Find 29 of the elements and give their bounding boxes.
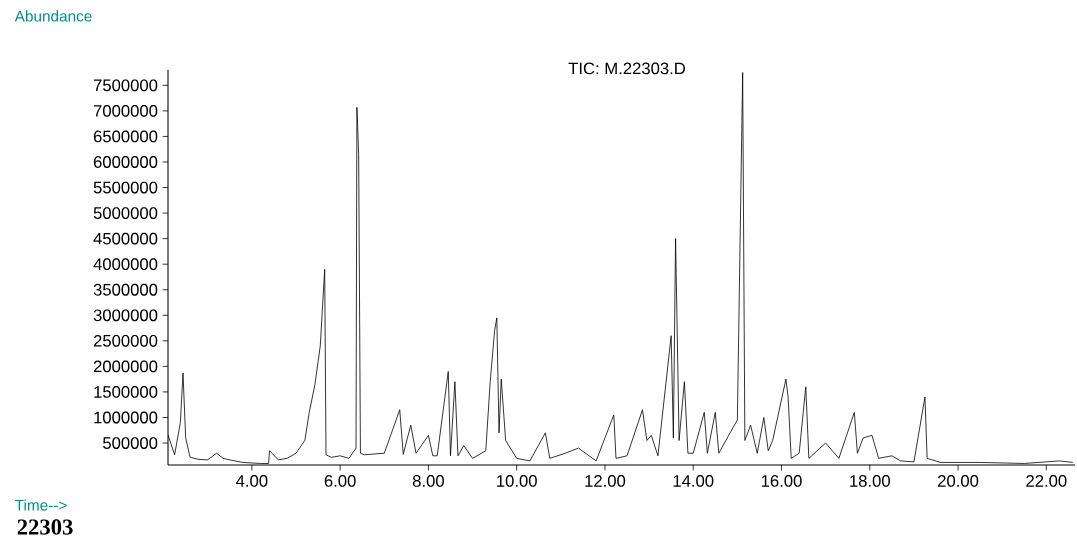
x-tick-label: 20.00 <box>938 475 979 487</box>
x-tick-label: 8.00 <box>412 475 444 487</box>
x-tick-label: 16.00 <box>761 475 802 487</box>
y-tick-label: 3500000 <box>93 283 158 296</box>
y-tick-label: 6500000 <box>93 130 158 143</box>
y-tick-label: 1500000 <box>94 386 158 398</box>
x-tick-label: 14.00 <box>673 475 714 487</box>
y-tick-label: 500000 <box>103 437 158 449</box>
x-tick-label: 4.00 <box>236 475 268 487</box>
x-tick-label: 6.00 <box>324 475 356 487</box>
chart-title: TIC: M.22303.D <box>568 62 685 75</box>
y-tick-label: 5500000 <box>93 181 158 194</box>
y-tick-label: 1000000 <box>94 411 158 424</box>
y-tick-label: 5000000 <box>93 207 158 219</box>
y-axis-title: Abundance <box>14 10 92 22</box>
y-tick-label: 2000000 <box>93 360 158 373</box>
y-tick-label: 6000000 <box>93 156 158 168</box>
y-tick-label: 4500000 <box>93 232 158 245</box>
y-tick-label: 2500000 <box>93 334 158 347</box>
text: 22303 <box>17 519 73 535</box>
y-tick-label: 4000000 <box>93 258 158 271</box>
x-tick-label: 22.00 <box>1026 475 1067 487</box>
x-tick-label: 12.00 <box>585 475 626 487</box>
x-tick-label: 18.00 <box>850 475 890 487</box>
y-tick-label: 7500000 <box>93 79 158 92</box>
y-tick-label: 7000000 <box>93 104 158 117</box>
x-tick-label: 10.00 <box>497 475 537 487</box>
y-tick-label: 3000000 <box>93 309 158 322</box>
x-axis-title: Time--> <box>15 499 67 511</box>
